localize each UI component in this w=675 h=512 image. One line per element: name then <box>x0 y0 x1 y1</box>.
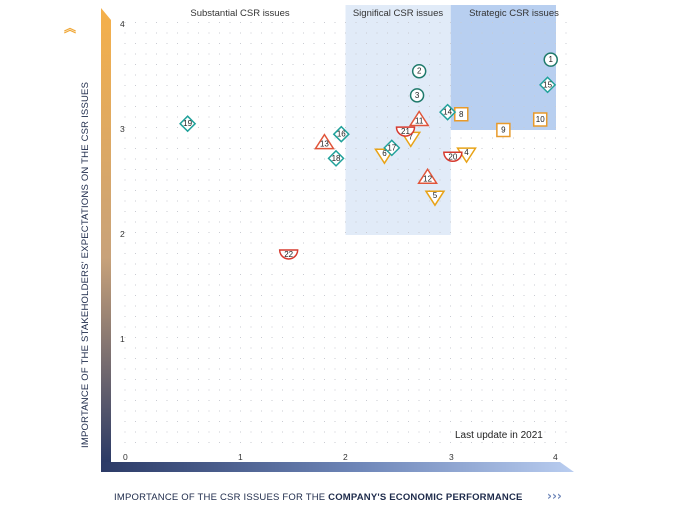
last-update-note: Last update in 2021 <box>455 430 543 441</box>
point-label: 7 <box>409 132 414 141</box>
zone-label-significal: Significal CSR issues <box>353 8 444 19</box>
square-marker <box>496 122 511 138</box>
x-axis-title-bold: COMPANY'S ECONOMIC PERFORMANCE <box>328 492 522 503</box>
y-tick-label: 2 <box>120 229 125 239</box>
point-label: 9 <box>501 126 506 135</box>
point-14: 14 <box>439 103 457 121</box>
point-label: 21 <box>401 127 410 136</box>
point-19: 19 <box>179 115 197 133</box>
point-label: 20 <box>448 152 457 161</box>
point-label: 4 <box>464 148 469 157</box>
point-1: 1 <box>543 52 558 67</box>
y-tick-label: 3 <box>120 124 125 134</box>
point-12: 12 <box>417 167 438 184</box>
point-label: 15 <box>543 80 552 89</box>
y-tick-labels: 1 2 3 4 <box>120 19 125 344</box>
half-circle-marker <box>278 249 299 260</box>
y-tick-label: 4 <box>120 19 125 29</box>
point-label: 12 <box>423 174 432 183</box>
diamond-marker <box>332 125 350 143</box>
point-label: 11 <box>415 117 424 126</box>
x-tick-label: 3 <box>449 452 454 462</box>
point-21: 21 <box>395 126 416 137</box>
diamond-marker <box>327 149 345 167</box>
square-marker <box>454 107 469 122</box>
triangle-up-marker <box>408 110 430 127</box>
x-axis-title: IMPORTANCE OF THE CSR ISSUES FOR THE COM… <box>114 492 523 503</box>
point-16: 16 <box>332 125 350 143</box>
point-5: 5 <box>424 190 446 207</box>
point-label: 8 <box>459 110 464 119</box>
half-circle-marker <box>395 126 416 137</box>
point-label: 14 <box>443 108 452 117</box>
y-tick-label: 1 <box>120 334 125 344</box>
x-tick-label: 1 <box>238 452 243 462</box>
point-label: 2 <box>417 67 422 76</box>
point-label: 13 <box>320 140 329 149</box>
y-axis-title: IMPORTANCE OF THE STAKEHOLDERS' EXPECTAT… <box>80 82 91 448</box>
point-22: 22 <box>278 249 299 260</box>
x-tick-label: 2 <box>343 452 348 462</box>
circle-marker <box>409 88 425 103</box>
point-17: 17 <box>383 139 401 157</box>
diamond-marker <box>439 103 457 121</box>
point-label: 10 <box>536 115 545 124</box>
zone-label-substantial: Substantial CSR issues <box>190 8 290 19</box>
zone-label-strategic: Strategic CSR issues <box>469 8 559 19</box>
point-label: 16 <box>337 130 346 139</box>
point-15: 15 <box>539 76 557 94</box>
point-20: 20 <box>443 151 463 163</box>
point-9: 9 <box>496 122 511 138</box>
y-axis-chevron-icon: ︽ <box>64 21 76 35</box>
circle-marker <box>543 52 558 67</box>
x-axis-chevron-icon: ››› <box>547 489 562 503</box>
point-label: 5 <box>433 191 438 200</box>
triangle-up-marker <box>417 167 438 184</box>
circle-marker <box>411 63 427 79</box>
point-label: 6 <box>382 149 387 158</box>
diamond-marker <box>539 76 557 94</box>
square-marker <box>532 112 548 127</box>
x-tick-label: 0 <box>123 452 128 462</box>
diamond-marker <box>383 139 401 157</box>
point-10: 10 <box>532 112 548 127</box>
point-8: 8 <box>454 107 469 122</box>
diamond-marker <box>179 115 197 133</box>
point-2: 2 <box>411 63 427 79</box>
point-13: 13 <box>314 133 335 150</box>
point-label: 22 <box>284 250 293 259</box>
point-label: 19 <box>183 119 192 128</box>
point-3: 3 <box>409 88 425 103</box>
triangle-up-marker <box>314 133 335 150</box>
point-18: 18 <box>327 149 345 167</box>
point-label: 17 <box>387 143 396 152</box>
triangle-down-marker <box>424 190 446 207</box>
x-axis-bar <box>101 462 574 472</box>
point-11: 11 <box>408 110 430 127</box>
y-axis-bar <box>101 8 111 462</box>
half-circle-marker <box>443 151 463 163</box>
x-tick-labels: 0 1 2 3 4 <box>123 452 558 462</box>
point-label: 18 <box>332 154 341 163</box>
point-label: 1 <box>549 55 554 64</box>
x-axis-title-prefix: IMPORTANCE OF THE CSR ISSUES FOR THE <box>114 492 328 503</box>
x-tick-label: 4 <box>553 452 558 462</box>
point-label: 3 <box>415 91 420 100</box>
